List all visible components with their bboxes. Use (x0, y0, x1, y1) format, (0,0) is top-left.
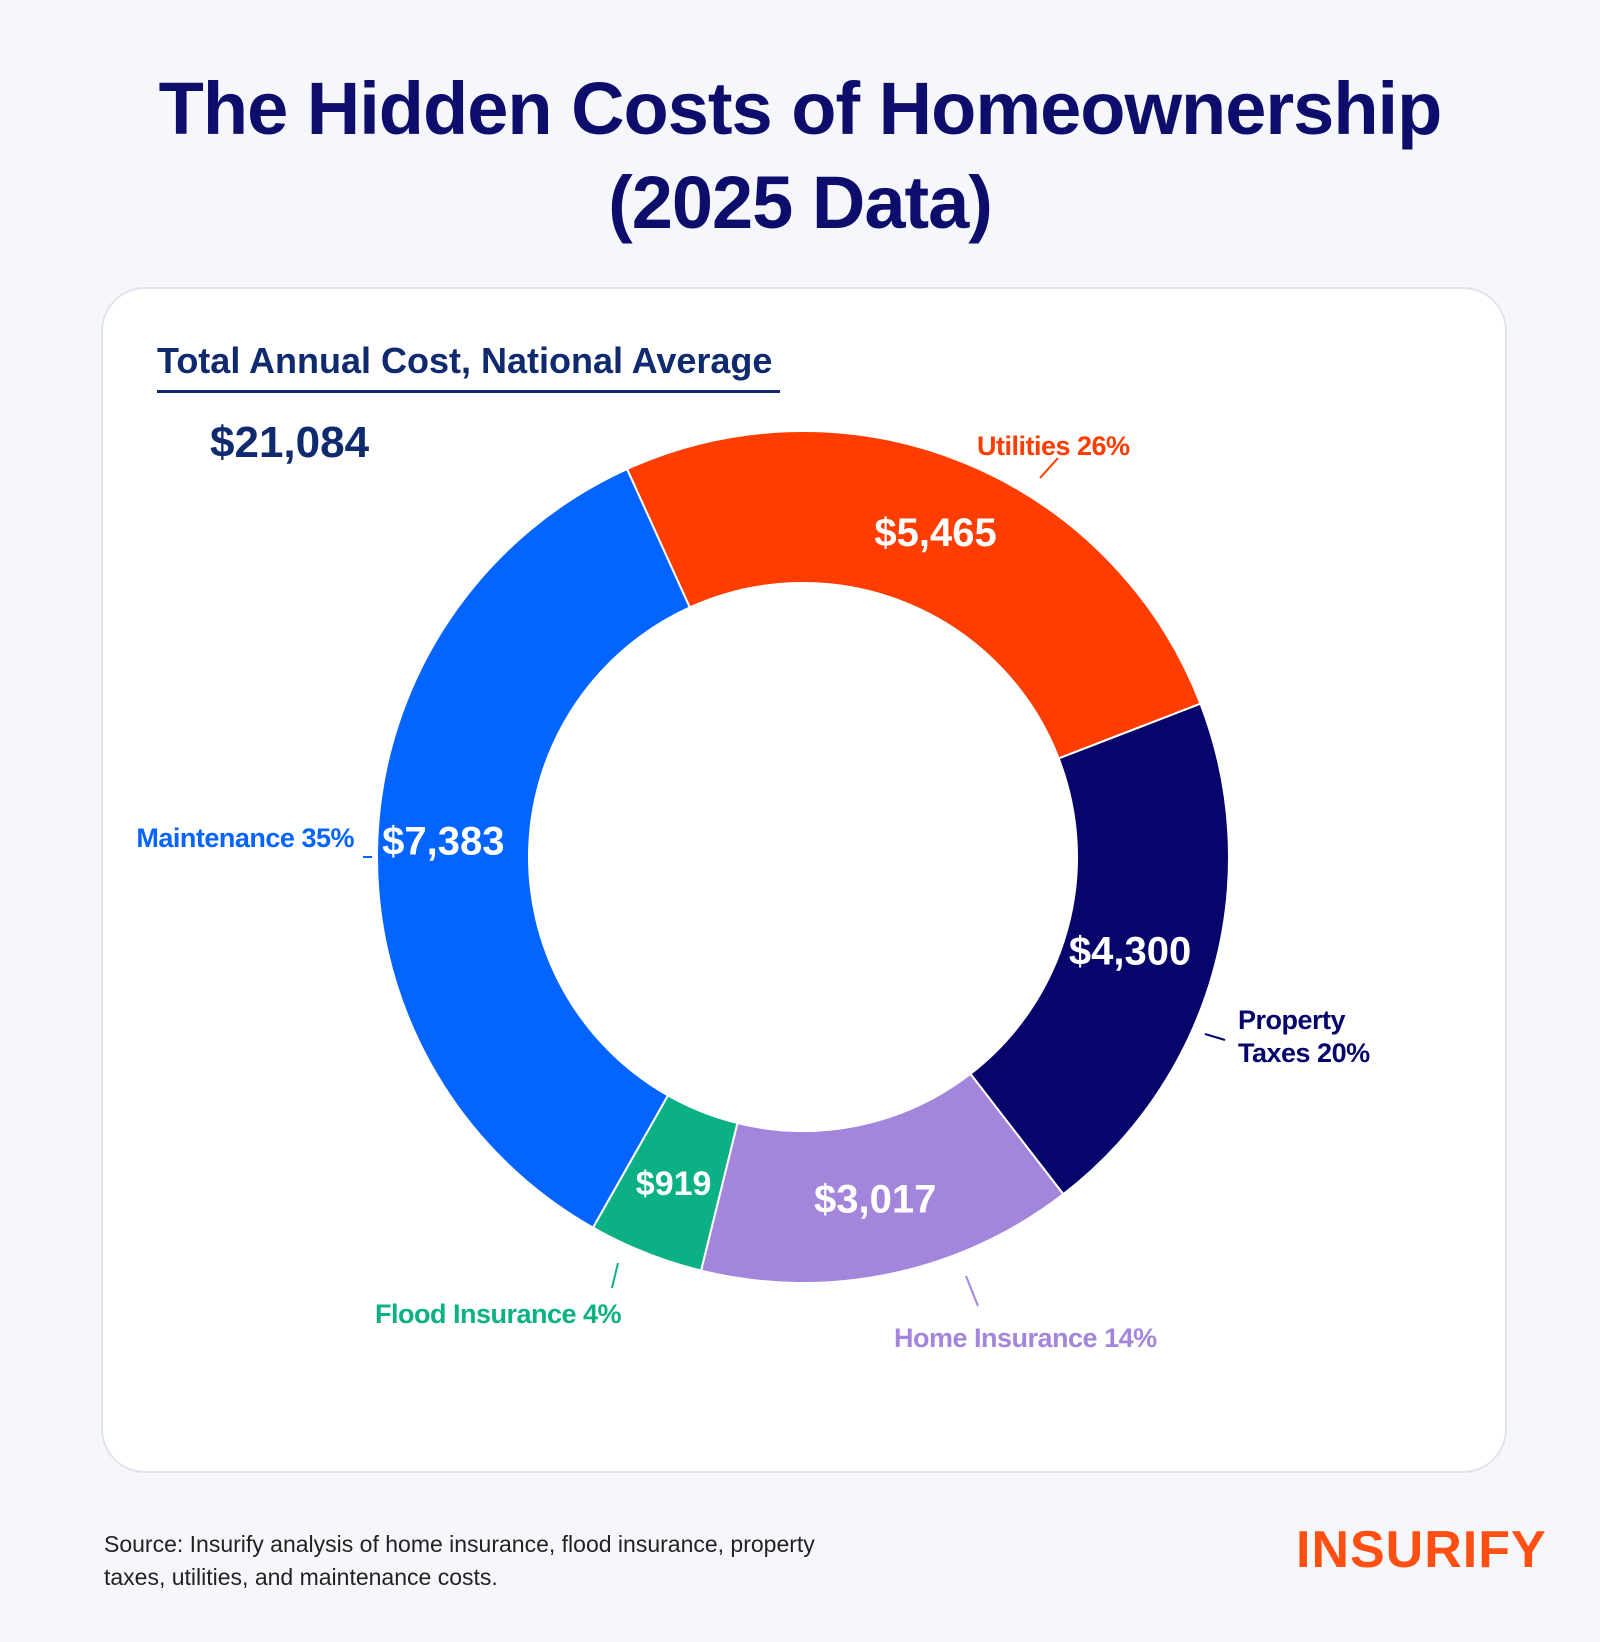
title-line-2: (2025 Data) (608, 161, 993, 244)
legend-label: Utilities 26% (977, 431, 1130, 461)
value-label: $919 (636, 1165, 712, 1203)
leader-line (965, 1275, 979, 1307)
donut-slice-maintenance (376, 467, 692, 1229)
value-label: $4,300 (1069, 929, 1191, 973)
legend-label: Property Taxes 20% (1238, 1005, 1370, 1068)
value-label: $3,017 (814, 1177, 936, 1221)
total-cost: $21,084 (210, 418, 370, 467)
title-line-1: The Hidden Costs of Homeownership (158, 67, 1443, 150)
leader-line (1039, 457, 1059, 479)
legend-label: Home Insurance 14% (894, 1323, 1157, 1353)
page-title: The Hidden Costs of Homeownership (2025 … (0, 62, 1600, 250)
value-label: $7,383 (382, 819, 504, 863)
insurify-logo: INSURIFY (1296, 1521, 1547, 1579)
leader-line (1204, 1033, 1226, 1041)
legend-label: Flood Insurance 4% (375, 1299, 622, 1329)
legend-label: Maintenance 35% (136, 823, 354, 853)
donut-slice-home-insurance (699, 1072, 1065, 1284)
donut-slice-property-taxes (969, 702, 1230, 1196)
donut-slice-utilities (625, 430, 1202, 760)
value-label: $5,465 (874, 511, 996, 555)
chart-subtitle: Total Annual Cost, National Average (157, 340, 781, 393)
source-note: Source: Insurify analysis of home insura… (104, 1531, 815, 1590)
leader-line (611, 1262, 619, 1289)
